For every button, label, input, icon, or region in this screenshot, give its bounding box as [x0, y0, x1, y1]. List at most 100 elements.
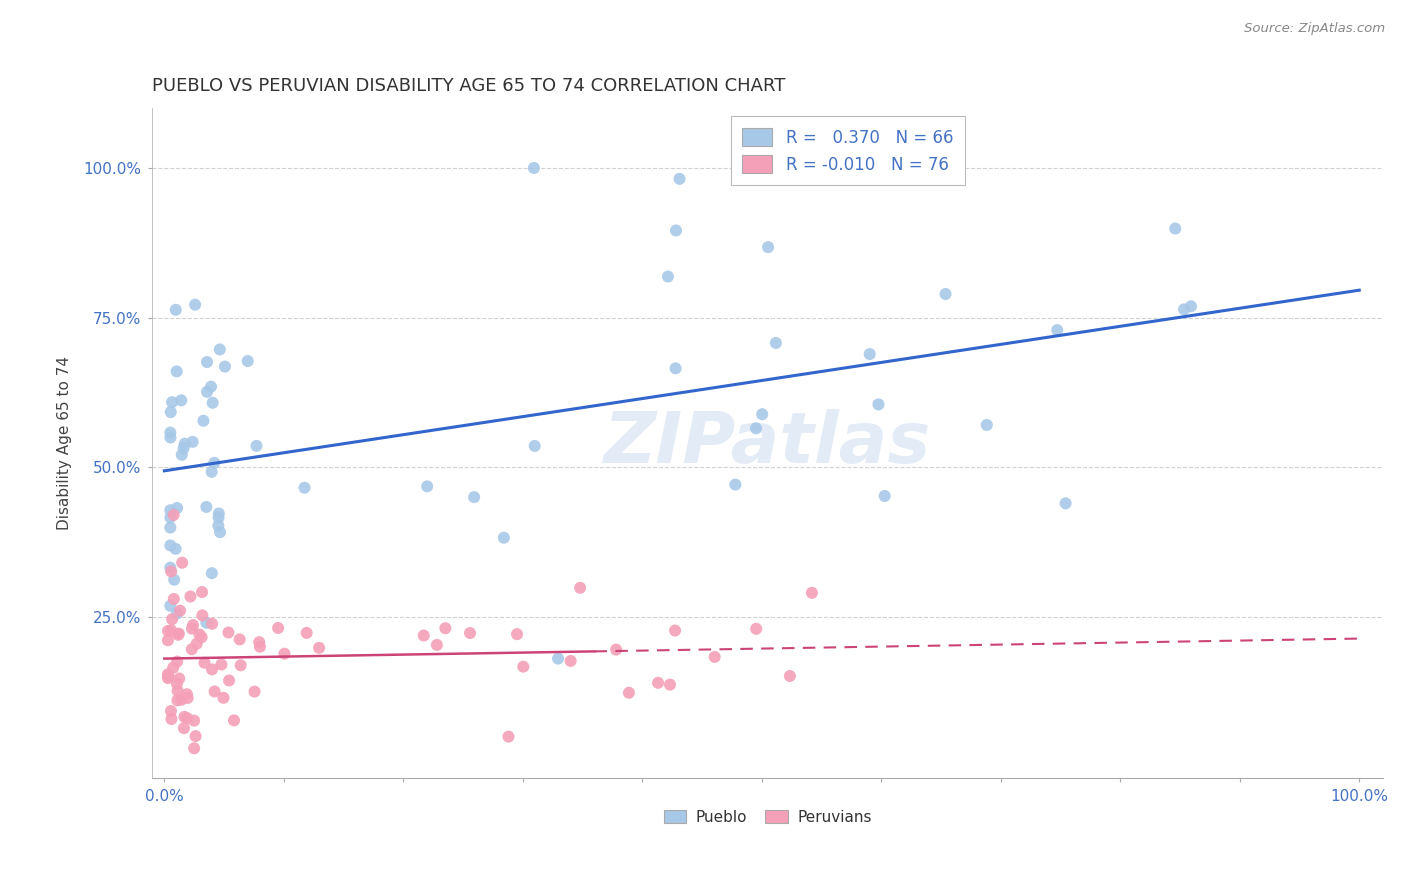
Point [228, 632, 250, 647]
Point [162, 661, 184, 675]
Point [412, 628, 434, 642]
Point [201, 396, 224, 410]
Point [183, 714, 205, 728]
Point [159, 520, 181, 534]
Point [167, 672, 190, 686]
Point [159, 599, 181, 613]
Point [229, 658, 252, 673]
Point [506, 627, 529, 641]
Point [214, 359, 236, 374]
Point [657, 269, 679, 284]
Point [295, 626, 318, 640]
Point [458, 626, 481, 640]
Point [172, 556, 194, 570]
Point [163, 591, 186, 606]
Point [202, 456, 225, 470]
Point [160, 395, 183, 409]
Point [201, 566, 224, 581]
Point [724, 477, 747, 491]
Point [159, 430, 181, 444]
Point [201, 616, 224, 631]
Point [173, 436, 195, 450]
Point [217, 625, 239, 640]
Point [165, 541, 187, 556]
Point [976, 417, 998, 432]
Point [745, 622, 768, 636]
Point [416, 479, 439, 493]
Point [190, 630, 212, 644]
Point [176, 711, 198, 725]
Point [166, 676, 188, 690]
Point [617, 686, 640, 700]
Point [1180, 299, 1202, 313]
Point [756, 240, 779, 254]
Point [173, 721, 195, 735]
Point [160, 624, 183, 638]
Point [204, 684, 226, 698]
Point [183, 741, 205, 756]
Point [201, 465, 224, 479]
Point [1054, 496, 1077, 510]
Point [218, 673, 240, 688]
Point [160, 704, 183, 718]
Point [167, 628, 190, 642]
Point [208, 507, 231, 521]
Point [658, 678, 681, 692]
Point [156, 667, 179, 681]
Point [207, 510, 229, 524]
Point [159, 425, 181, 440]
Point [512, 659, 534, 673]
Point [703, 649, 725, 664]
Point [193, 656, 215, 670]
Point [167, 626, 190, 640]
Point [166, 364, 188, 378]
Point [191, 585, 214, 599]
Point [186, 637, 208, 651]
Point [160, 565, 183, 579]
Point [188, 627, 211, 641]
Point [176, 690, 198, 705]
Point [184, 298, 207, 312]
Point [1046, 323, 1069, 337]
Point [569, 581, 592, 595]
Point [201, 662, 224, 676]
Point [492, 531, 515, 545]
Point [547, 651, 569, 665]
Point [166, 655, 188, 669]
Point [157, 669, 180, 683]
Point [665, 361, 688, 376]
Point [294, 481, 316, 495]
Point [523, 439, 546, 453]
Point [1173, 302, 1195, 317]
Point [434, 621, 457, 635]
Point [195, 615, 218, 630]
Point [156, 624, 179, 638]
Point [159, 538, 181, 552]
Point [193, 414, 215, 428]
Point [207, 518, 229, 533]
Point [560, 654, 582, 668]
Point [245, 439, 267, 453]
Point [665, 223, 688, 237]
Point [200, 379, 222, 393]
Point [209, 525, 232, 540]
Point [160, 712, 183, 726]
Point [668, 171, 690, 186]
Point [243, 684, 266, 698]
Point [212, 690, 235, 705]
Point [195, 500, 218, 514]
Point [873, 489, 896, 503]
Point [751, 407, 773, 421]
Legend: Pueblo, Peruvians: Pueblo, Peruvians [658, 804, 879, 830]
Point [169, 604, 191, 618]
Point [170, 393, 193, 408]
Point [159, 405, 181, 419]
Point [267, 621, 290, 635]
Point [156, 671, 179, 685]
Point [800, 586, 823, 600]
Point [166, 607, 188, 621]
Point [779, 669, 801, 683]
Point [156, 633, 179, 648]
Point [159, 503, 181, 517]
Point [523, 161, 546, 175]
